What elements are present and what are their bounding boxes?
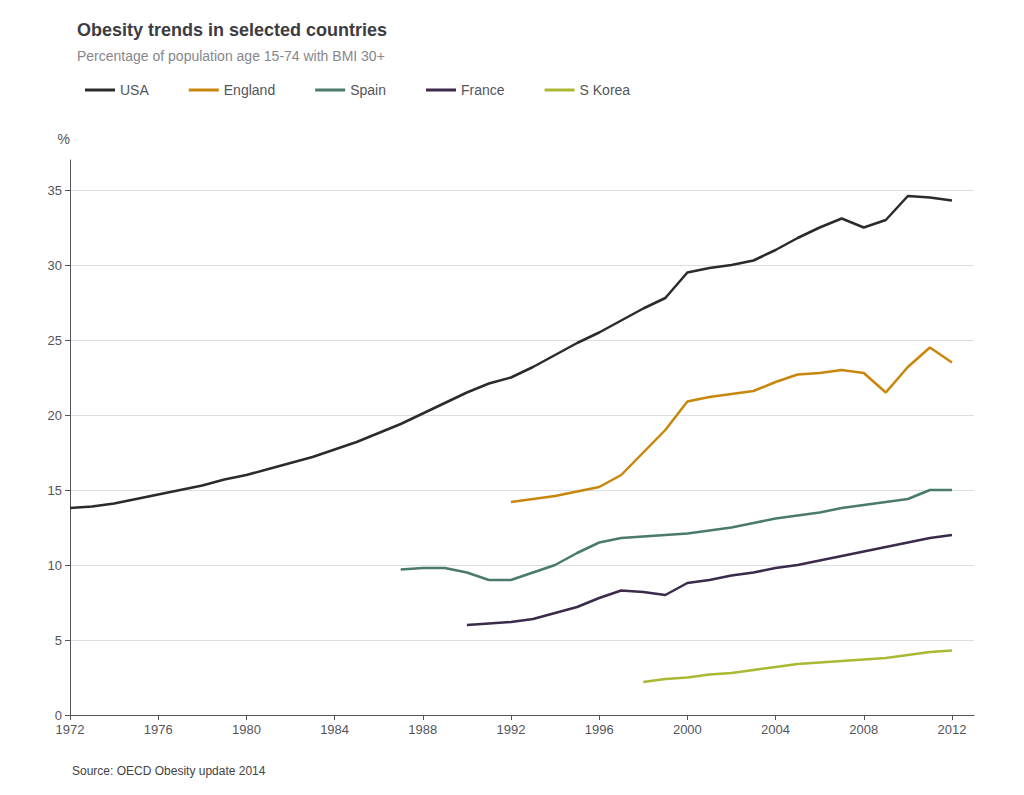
svg-text:2000: 2000 <box>673 722 702 737</box>
svg-text:0: 0 <box>55 708 62 723</box>
svg-text:1980: 1980 <box>232 722 261 737</box>
svg-text:5: 5 <box>55 633 62 648</box>
svg-text:England: England <box>224 82 275 98</box>
svg-text:USA: USA <box>120 82 149 98</box>
svg-text:2008: 2008 <box>849 722 878 737</box>
svg-text:1992: 1992 <box>497 722 526 737</box>
svg-text:France: France <box>461 82 505 98</box>
svg-text:Percentage of population age 1: Percentage of population age 15-74 with … <box>77 48 385 64</box>
svg-text:1976: 1976 <box>144 722 173 737</box>
svg-text:10: 10 <box>48 558 62 573</box>
svg-text:1988: 1988 <box>408 722 437 737</box>
svg-text:20: 20 <box>48 408 62 423</box>
svg-text:S Korea: S Korea <box>580 82 631 98</box>
svg-text:Source: OECD Obesity update 20: Source: OECD Obesity update 2014 <box>72 764 266 778</box>
svg-text:%: % <box>58 131 70 147</box>
svg-text:1984: 1984 <box>320 722 349 737</box>
svg-text:Obesity trends in selected cou: Obesity trends in selected countries <box>77 20 387 40</box>
svg-text:35: 35 <box>48 183 62 198</box>
svg-text:15: 15 <box>48 483 62 498</box>
svg-text:Spain: Spain <box>350 82 386 98</box>
svg-text:1972: 1972 <box>56 722 85 737</box>
svg-text:25: 25 <box>48 333 62 348</box>
svg-text:1996: 1996 <box>585 722 614 737</box>
svg-text:30: 30 <box>48 258 62 273</box>
svg-text:2004: 2004 <box>761 722 790 737</box>
svg-text:2012: 2012 <box>937 722 966 737</box>
